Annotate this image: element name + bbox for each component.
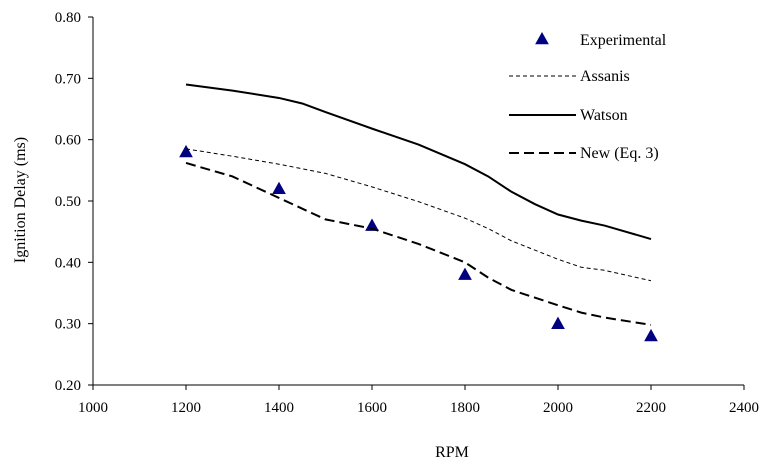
x-tick-label: 1800 (450, 400, 480, 416)
series-new-eq-3 (185, 162, 652, 326)
x-tick-label: 1200 (171, 400, 201, 416)
data-point (179, 144, 193, 158)
y-tick-label: 0.70 (55, 71, 81, 87)
legend-label: Watson (580, 107, 628, 124)
plot-area: 1000 1200 1400 1600 1800 2000 2200 2400 0.20 0.3… (55, 10, 759, 416)
x-tick-label: 2000 (543, 400, 573, 416)
x-tick-label: 2200 (636, 400, 666, 416)
series-line (185, 148, 652, 282)
y-tick-label: 0.80 (55, 10, 81, 26)
legend: Experimental Assanis Watson New (Eq. 3) (509, 31, 667, 162)
data-point (458, 267, 472, 280)
x-ticks: 1000 1200 1400 1600 1800 2000 2200 2400 (78, 385, 759, 416)
y-axis-title: Ignition Delay (ms) (12, 137, 29, 263)
legend-item: Experimental (535, 31, 667, 49)
legend-label: Experimental (580, 32, 667, 49)
data-point (644, 328, 658, 342)
y-ticks: 0.20 0.30 0.40 0.50 0.60 0.70 0.80 (55, 10, 93, 394)
y-tick-label: 0.60 (55, 133, 81, 149)
series-line (185, 83, 652, 240)
y-tick-label: 0.20 (55, 378, 81, 394)
y-tick-label: 0.50 (55, 194, 81, 210)
legend-item: Watson (509, 107, 628, 124)
x-axis-title: RPM (435, 444, 469, 461)
legend-item: New (Eq. 3) (509, 145, 659, 162)
series-watson (185, 83, 652, 240)
legend-marker (535, 31, 549, 45)
y-tick-label: 0.30 (55, 317, 81, 333)
legend-label: New (Eq. 3) (580, 145, 659, 162)
series-assanis (185, 148, 652, 282)
data-point (272, 181, 286, 195)
series-line (185, 162, 652, 326)
series-layer (179, 83, 658, 342)
y-tick-label: 0.40 (55, 255, 81, 271)
data-point (551, 316, 565, 329)
x-tick-label: 1600 (357, 400, 387, 416)
legend-label: Assanis (580, 68, 630, 85)
x-tick-label: 1000 (78, 400, 108, 416)
legend-item: Assanis (509, 68, 630, 85)
x-tick-label: 1400 (264, 400, 294, 416)
x-tick-label: 2400 (729, 400, 759, 416)
